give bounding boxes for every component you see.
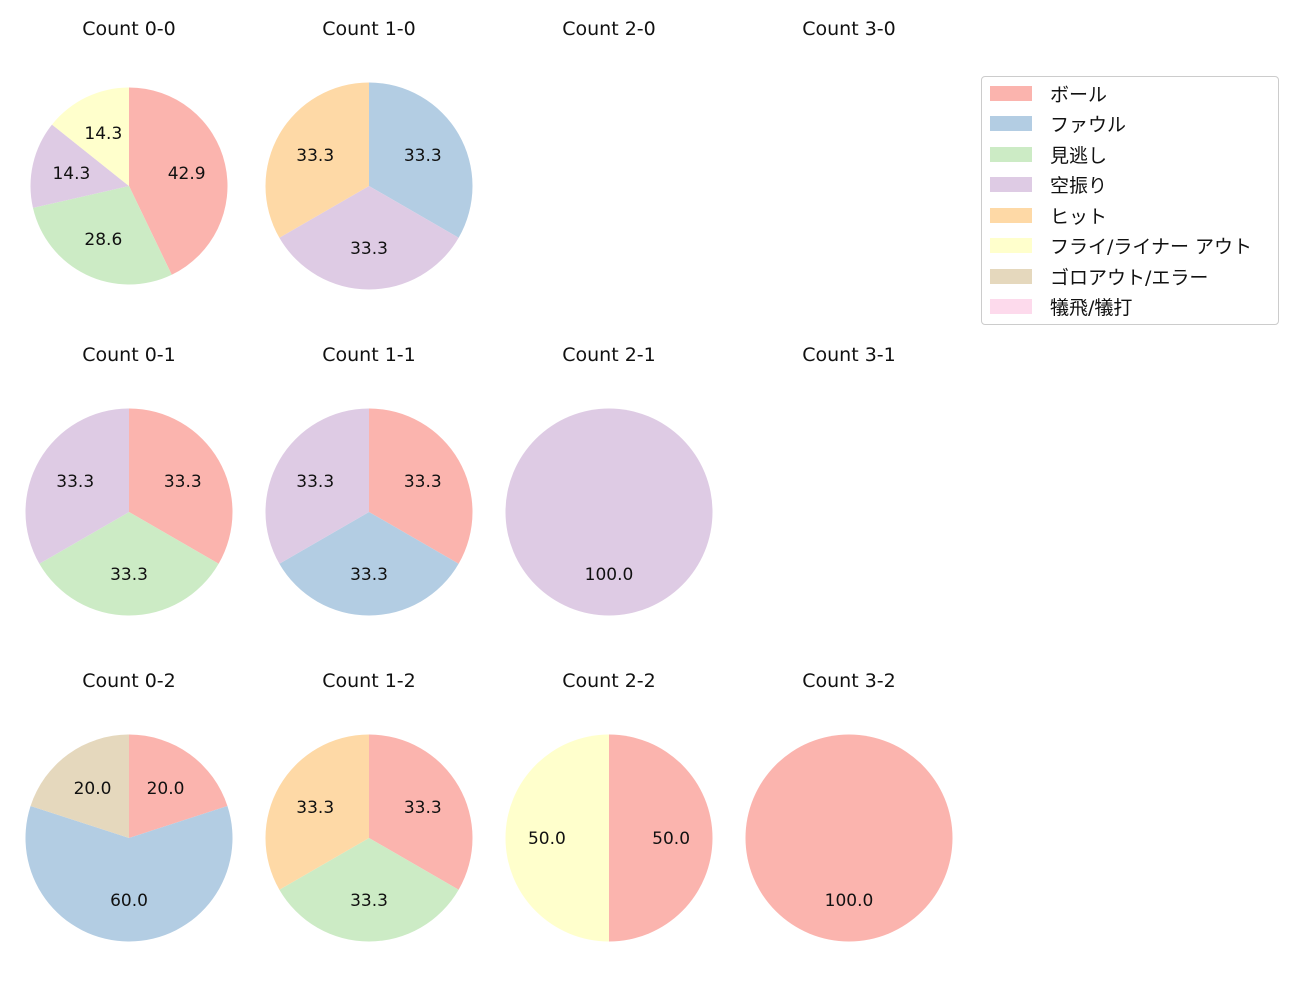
slice-label: 100.0 xyxy=(825,891,874,911)
subplot: Count 0-2 20.0 60.0 20.0 xyxy=(25,670,233,942)
subplot-title: Count 3-1 xyxy=(802,344,896,366)
legend-swatch xyxy=(990,177,1032,192)
slice-label: 50.0 xyxy=(528,829,566,849)
pie-slice xyxy=(609,734,713,942)
subplot: Count 2-0 xyxy=(562,18,656,40)
slice-label: 100.0 xyxy=(585,565,634,585)
legend-item: ゴロアウト/エラー xyxy=(990,266,1208,289)
subplot: Count 0-0 42.9 28.6 14.3 14.3 xyxy=(30,18,228,285)
slice-label: 28.6 xyxy=(84,230,122,250)
legend-label: ファウル xyxy=(1050,114,1127,136)
slice-label: 20.0 xyxy=(147,779,185,799)
slice-label: 60.0 xyxy=(110,891,148,911)
slice-label: 33.3 xyxy=(404,146,442,166)
slice-label: 33.3 xyxy=(164,472,202,492)
legend-label: 空振り xyxy=(1050,175,1108,197)
pie-slice xyxy=(369,82,473,238)
pie-slice xyxy=(129,734,228,838)
pie-slice xyxy=(279,838,459,942)
legend-swatch xyxy=(990,85,1032,101)
subplot-title: Count 1-0 xyxy=(322,18,416,40)
legend-label: ゴロアウト/エラー xyxy=(1050,266,1209,289)
pie-slice xyxy=(129,408,233,564)
legend-swatch xyxy=(990,116,1032,131)
legend-label: ヒット xyxy=(1050,205,1108,228)
subplot: Count 3-2 100.0 xyxy=(745,670,953,942)
pie-slice xyxy=(369,408,473,564)
subplot-title: Count 0-0 xyxy=(82,18,176,40)
pie-slice xyxy=(265,82,369,238)
subplot-title: Count 1-1 xyxy=(322,344,416,366)
slice-label: 14.3 xyxy=(84,124,122,144)
subplot: Count 0-1 33.3 33.3 33.3 xyxy=(25,344,233,616)
slice-label: 50.0 xyxy=(652,829,690,849)
legend-item: ファウル xyxy=(990,114,1126,136)
legend-label: 見逃し xyxy=(1050,144,1108,167)
subplot: Count 2-1 100.0 xyxy=(505,344,713,616)
subplot-title: Count 0-2 xyxy=(82,670,176,692)
legend-item: フライ/ライナー アウト xyxy=(990,236,1252,258)
pie-slice xyxy=(369,734,473,890)
pie-slice xyxy=(25,408,129,564)
slice-label: 20.0 xyxy=(74,779,112,799)
slice-label: 33.3 xyxy=(56,472,94,492)
pie-slice xyxy=(265,408,369,564)
legend-label: 犠飛/犠打 xyxy=(1050,297,1133,319)
subplot: Count 3-0 xyxy=(802,18,896,40)
legend-item: 空振り xyxy=(990,175,1107,197)
legend-label: フライ/ライナー アウト xyxy=(1050,236,1253,258)
subplot-title: Count 0-1 xyxy=(82,344,176,366)
subplot: Count 1-2 33.3 33.3 33.3 xyxy=(265,670,473,942)
legend-swatch xyxy=(990,238,1032,253)
legend-swatch xyxy=(990,207,1032,223)
subplot-title: Count 3-0 xyxy=(802,18,896,40)
legend-item: 見逃し xyxy=(990,144,1107,167)
pie-slice xyxy=(505,734,609,942)
subplot-title: Count 2-1 xyxy=(562,344,656,366)
slice-label: 33.3 xyxy=(404,472,442,492)
subplot-title: Count 1-2 xyxy=(322,670,416,692)
slice-label: 33.3 xyxy=(110,565,148,585)
slice-label: 33.3 xyxy=(350,891,388,911)
pie-slice xyxy=(279,512,459,616)
pie-slice xyxy=(30,124,129,208)
slice-label: 33.3 xyxy=(296,146,334,166)
pie-slice xyxy=(505,408,713,616)
slice-label: 33.3 xyxy=(350,239,388,259)
pie-slice xyxy=(265,734,369,890)
pie-slice xyxy=(51,87,130,186)
slice-label: 33.3 xyxy=(296,472,334,492)
subplot: Count 2-2 50.0 50.0 xyxy=(505,670,713,942)
legend-label: ボール xyxy=(1050,83,1108,106)
legend-swatch xyxy=(990,268,1032,284)
subplot-title: Count 2-0 xyxy=(562,18,656,40)
subplot-title: Count 3-2 xyxy=(802,670,896,692)
legend-swatch xyxy=(990,299,1032,314)
pie-slice xyxy=(25,806,233,942)
pie-slice xyxy=(279,186,459,290)
pie-slice xyxy=(129,87,228,275)
slice-label: 14.3 xyxy=(52,164,90,184)
slice-label: 42.9 xyxy=(168,164,206,184)
pie-slice xyxy=(32,186,172,285)
pie-slice xyxy=(39,512,219,616)
slice-label: 33.3 xyxy=(350,565,388,585)
legend-item: ボール xyxy=(990,83,1107,106)
legend: ボールファウル見逃し空振りヒットフライ/ライナー アウト ゴロアウト/エラー 犠飛/… xyxy=(981,76,1279,325)
legend-item: 犠飛/犠打 xyxy=(990,297,1132,319)
slice-label: 33.3 xyxy=(296,798,334,818)
slice-label: 33.3 xyxy=(404,798,442,818)
subplot-title: Count 2-2 xyxy=(562,670,656,692)
legend-item: ヒット xyxy=(990,205,1107,228)
legend-swatch xyxy=(990,146,1032,162)
subplot: Count 1-1 33.3 33.3 33.3 xyxy=(265,344,473,616)
subplot: Count 3-1 xyxy=(802,344,896,366)
pie-slice xyxy=(745,734,953,942)
subplot: Count 1-0 33.3 33.3 33.3 xyxy=(265,18,473,290)
pie-slice xyxy=(30,734,129,838)
